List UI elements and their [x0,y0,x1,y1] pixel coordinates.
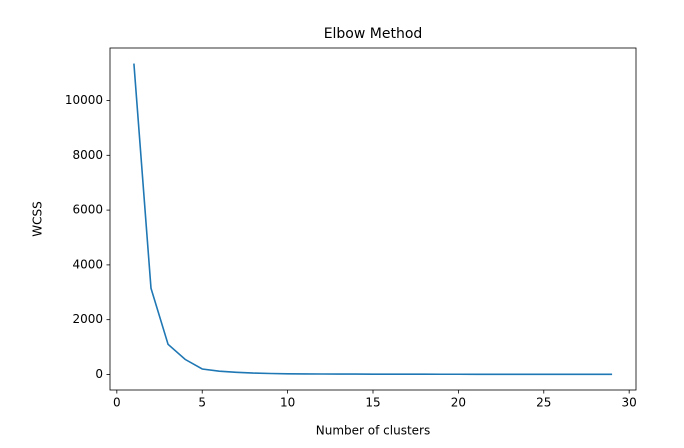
plot-frame [109,47,637,391]
y-tick-label: 10000 [65,93,103,107]
x-tick-label: 25 [536,396,551,410]
y-tick-label: 4000 [72,257,103,271]
x-tick-label: 5 [198,396,206,410]
y-tick-label: 2000 [72,312,103,326]
x-tick-label: 20 [451,396,466,410]
y-tick-label: 8000 [72,148,103,162]
chart-title: Elbow Method [324,26,423,42]
y-axis-label: WCSS [31,201,45,236]
x-tick-label: 10 [280,396,295,410]
x-tick-label: 0 [113,396,121,410]
x-tick-label: 30 [622,396,637,410]
x-tick-label: 15 [365,396,380,410]
y-tick-label: 0 [95,367,103,381]
y-tick-label: 6000 [72,203,103,217]
x-axis-label: Number of clusters [316,424,430,438]
line [133,63,613,376]
